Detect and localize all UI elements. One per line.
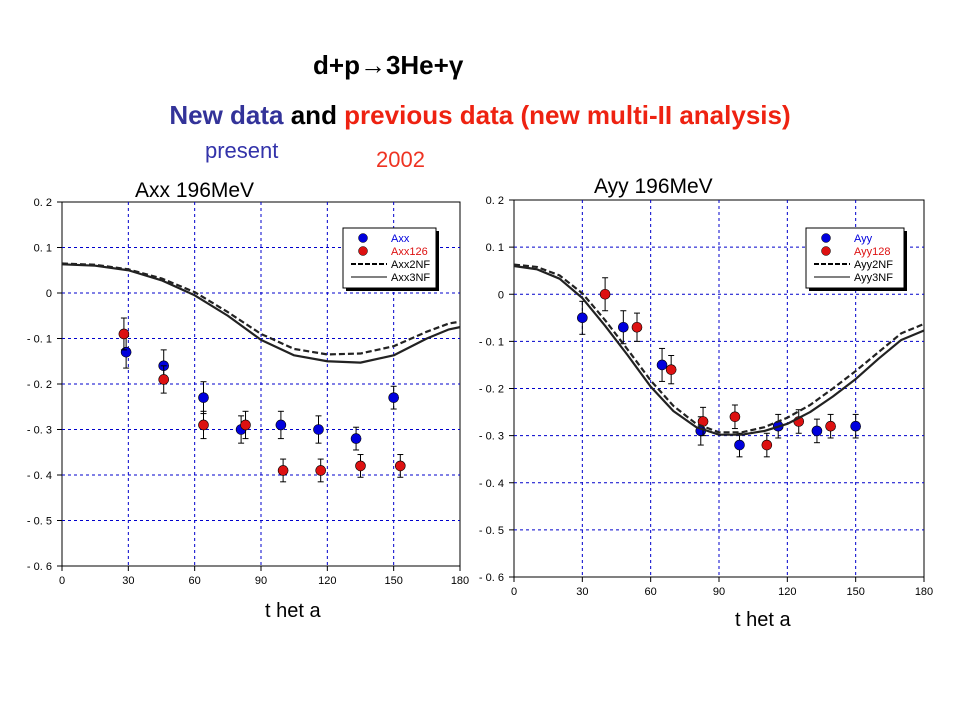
data-point — [275, 419, 287, 431]
headline-part-new-data: New data — [169, 100, 284, 130]
chart-title: Ayy 196MeV — [594, 175, 713, 198]
data-point — [618, 321, 629, 333]
note-present: present — [205, 138, 279, 163]
x-tick-label: 60 — [645, 586, 657, 598]
y-tick-label: 0 — [46, 288, 52, 300]
chart-title: Axx 196MeV — [135, 179, 254, 202]
y-tick-label: 0. 2 — [34, 197, 52, 209]
data-point — [388, 392, 399, 403]
x-tick-label: 90 — [713, 586, 725, 598]
series-axx126 — [118, 317, 406, 483]
legend-label: Ayy — [854, 233, 873, 245]
x-tick-label: 0 — [59, 575, 65, 587]
data-point — [158, 374, 170, 385]
x-tick-label: 30 — [576, 586, 588, 598]
data-point — [811, 425, 823, 437]
data-point — [118, 328, 130, 340]
x-tick-label: 60 — [189, 575, 201, 587]
headline: New data and previous data (new multi-II… — [0, 100, 960, 131]
data-point — [656, 359, 668, 371]
x-tick-label: 180 — [915, 586, 933, 598]
x-tick-label: 0 — [511, 586, 517, 598]
x-axis-label: t het a — [735, 609, 791, 631]
note-year: 2002 — [376, 147, 425, 172]
data-point — [355, 460, 366, 472]
data-point — [665, 364, 677, 375]
legend-label: Ayy2NF — [854, 259, 893, 271]
legend-marker — [821, 233, 831, 243]
data-point — [315, 465, 327, 476]
y-tick-label: - 0. 5 — [479, 525, 504, 537]
y-tick-label: - 0. 2 — [27, 379, 52, 391]
data-point — [350, 433, 362, 444]
data-point — [394, 460, 406, 472]
y-tick-label: - 0. 5 — [27, 516, 52, 528]
legend-marker — [358, 233, 368, 243]
legend-label: Axx3NF — [391, 272, 430, 284]
x-tick-label: 90 — [255, 575, 267, 587]
curve-ayy2nf — [513, 263, 925, 434]
y-tick-label: - 0. 4 — [27, 470, 52, 482]
y-tick-label: - 0. 2 — [479, 384, 504, 396]
data-point — [825, 420, 836, 432]
y-tick-label: - 0. 4 — [479, 478, 504, 490]
data-point — [850, 420, 861, 432]
curve-axx3nf — [61, 263, 461, 364]
x-tick-label: 150 — [846, 586, 864, 598]
data-point — [277, 465, 289, 476]
x-tick-label: 120 — [318, 575, 336, 587]
data-point — [313, 424, 324, 435]
data-point — [198, 392, 209, 403]
data-point — [577, 312, 588, 324]
data-point — [729, 411, 741, 423]
curve-ayy3nf — [513, 264, 925, 436]
x-tick-label: 150 — [384, 575, 402, 587]
data-point — [734, 439, 745, 451]
legend-label: Ayy128 — [854, 246, 891, 258]
legend-marker — [358, 246, 368, 256]
data-point — [240, 419, 251, 431]
data-point — [198, 419, 209, 431]
x-tick-label: 180 — [451, 575, 469, 587]
data-point — [631, 321, 643, 333]
y-tick-label: - 0. 6 — [27, 561, 52, 573]
data-point — [599, 288, 611, 300]
legend-label: Axx126 — [391, 246, 428, 258]
y-tick-label: - 0. 3 — [27, 425, 52, 437]
legend-label: Axx — [391, 233, 410, 245]
x-tick-label: 30 — [122, 575, 134, 587]
y-tick-label: 0. 2 — [486, 195, 504, 207]
series-axx — [120, 335, 399, 451]
x-tick-label: 120 — [778, 586, 796, 598]
y-tick-label: - 0. 1 — [479, 336, 504, 348]
headline-part-previous-data: previous data — [344, 100, 514, 130]
y-tick-label: - 0. 3 — [479, 431, 504, 443]
y-tick-label: - 0. 1 — [27, 334, 52, 346]
y-tick-label: - 0. 6 — [479, 572, 504, 584]
y-tick-label: 0. 1 — [34, 243, 52, 255]
reaction-title: d+p→3He+γ — [313, 50, 464, 80]
series-ayy128 — [599, 277, 836, 458]
headline-part-and: and — [283, 100, 345, 130]
legend-label: Axx2NF — [391, 259, 430, 271]
legend-label: Ayy3NF — [854, 272, 893, 284]
x-axis-label: t het a — [265, 600, 321, 622]
headline-part-analysis: (new multi-II analysis) — [513, 100, 791, 130]
y-tick-label: 0 — [498, 289, 504, 301]
legend-marker — [821, 246, 831, 256]
y-tick-label: 0. 1 — [486, 242, 504, 254]
data-point — [761, 439, 773, 451]
